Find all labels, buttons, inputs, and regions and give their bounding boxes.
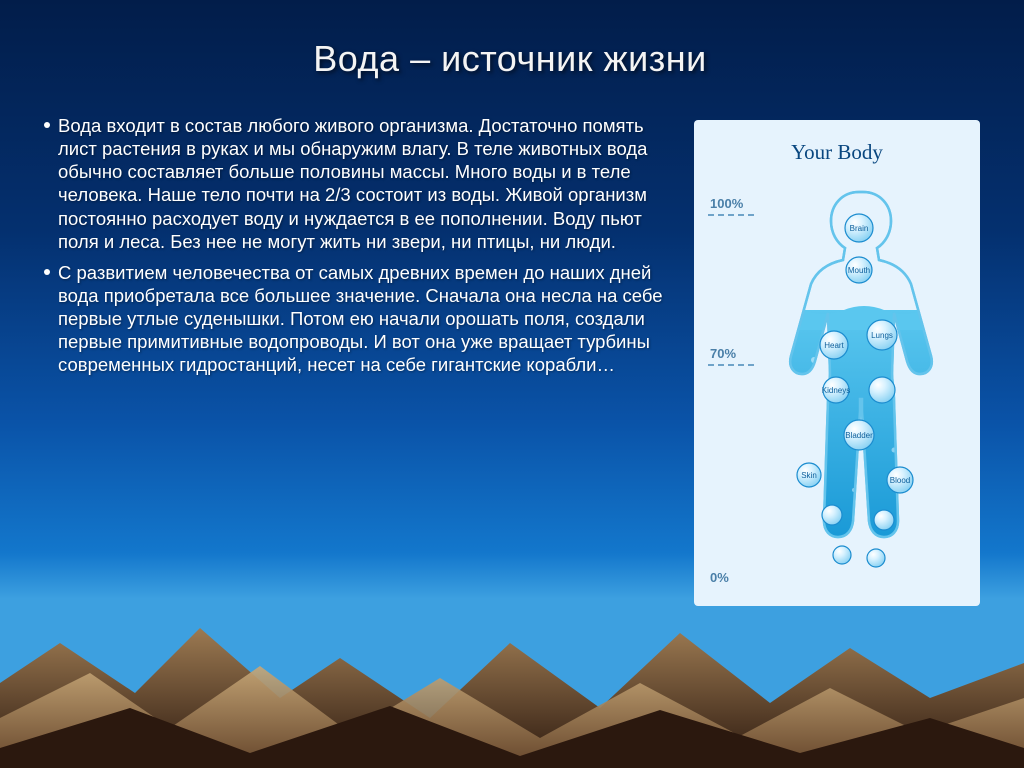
svg-text:Lungs: Lungs [871,331,893,340]
text-column: Вода входит в состав любого живого орган… [36,114,670,606]
bullet-dot [36,114,58,253]
svg-text:Brain: Brain [850,224,869,233]
body-figure-panel: Your Body 100% 70% 0% [694,120,980,606]
scale-line [708,364,754,366]
svg-text:Heart: Heart [824,341,844,350]
scale-label-100: 100% [710,196,743,211]
bullet-item: С развитием человечества от самых древни… [36,261,670,377]
svg-text:Kidneys: Kidneys [822,386,850,395]
bullet-dot [36,261,58,377]
svg-text:Mouth: Mouth [848,266,870,275]
figure-title: Your Body [694,140,980,165]
svg-text:Bladder: Bladder [845,431,873,440]
scale-label-70: 70% [710,346,736,361]
paragraph-text: Вода входит в состав любого живого орган… [58,114,670,253]
svg-text:Skin: Skin [801,471,817,480]
bullet-item: Вода входит в состав любого живого орган… [36,114,670,253]
svg-text:Blood: Blood [890,476,910,485]
human-body-diagram: Brain Mouth Heart Lungs Kidneys Bladder Skin Bl… [764,180,954,590]
scale-label-0: 0% [710,570,729,585]
scale-line [708,214,754,216]
slide-title: Вода – источник жизни [36,38,984,80]
paragraph-text: С развитием человечества от самых древни… [58,261,670,377]
